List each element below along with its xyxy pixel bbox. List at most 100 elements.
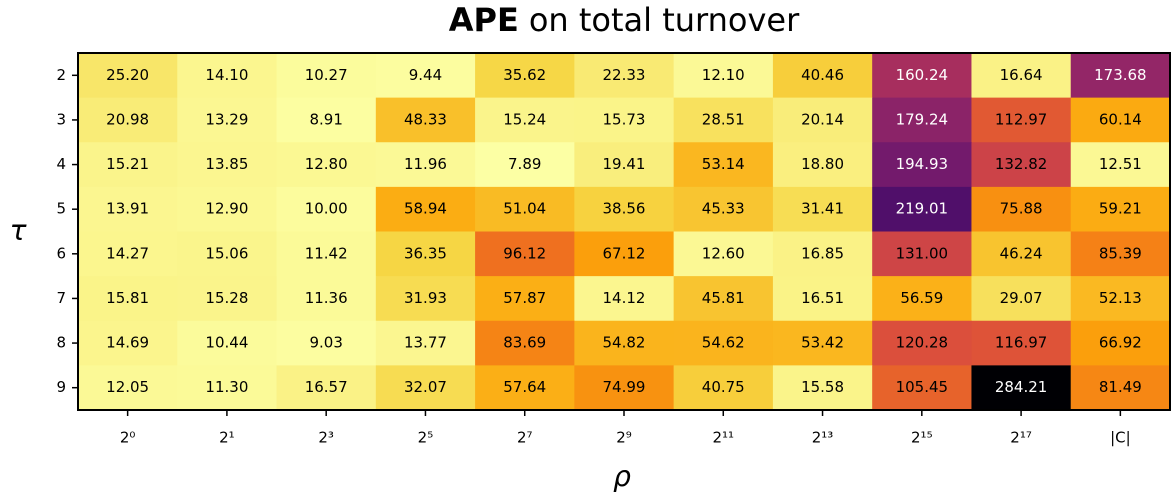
heatmap-cell: [475, 276, 575, 322]
x-tick-label: 2⁹: [616, 429, 632, 447]
cell-label: 45.81: [702, 289, 745, 307]
heatmap-cell: [375, 186, 476, 232]
heatmap-cell: [971, 53, 1072, 99]
heatmap-cell: [78, 276, 178, 322]
heatmap-cell: [971, 97, 1072, 143]
x-tick-label: 2¹⁷: [1010, 429, 1032, 447]
cell-label: 16.57: [305, 378, 348, 396]
heatmap-cell: [177, 276, 278, 322]
cell-label: 18.80: [801, 155, 844, 173]
cell-label: 31.41: [801, 200, 844, 218]
heatmap-cell: [177, 97, 278, 143]
heatmap-cell: [78, 97, 178, 143]
heatmap-cell: [375, 142, 476, 188]
heatmap-cell: [872, 142, 972, 188]
heatmap-cell: [276, 142, 377, 188]
cell-label: 12.80: [305, 155, 348, 173]
cell-label: 9.03: [309, 334, 342, 352]
cell-label: 16.51: [801, 289, 844, 307]
cell-label: 160.24: [896, 66, 949, 84]
cell-label: 11.30: [205, 378, 248, 396]
heatmap-cell: [375, 276, 476, 322]
heatmap-cell: [971, 365, 1072, 411]
heatmap-cell: [574, 276, 675, 322]
cell-label: 16.85: [801, 244, 844, 262]
cell-label: 40.75: [702, 378, 745, 396]
cell-label: 116.97: [995, 334, 1048, 352]
cell-label: 58.94: [404, 200, 447, 218]
cell-label: 31.93: [404, 289, 447, 307]
heatmap-cell: [177, 320, 278, 366]
heatmap-cell: [673, 276, 774, 322]
heatmap-cell: [1070, 231, 1171, 277]
cell-label: 105.45: [896, 378, 949, 396]
cell-label: 7.89: [508, 155, 541, 173]
cell-label: 12.05: [106, 378, 149, 396]
heatmap-cell: [375, 231, 476, 277]
cell-label: 10.00: [305, 200, 348, 218]
x-axis-label: ρ: [613, 460, 631, 493]
heatmap-cell: [375, 53, 476, 99]
cell-label: 67.12: [603, 244, 646, 262]
heatmap-cell: [872, 365, 972, 411]
title-bold: APE: [449, 1, 519, 39]
cell-label: 15.28: [205, 289, 248, 307]
heatmap-cell: [772, 365, 873, 411]
heatmap-cell: [78, 142, 178, 188]
cell-label: 13.91: [106, 200, 149, 218]
heatmap-cell: [971, 231, 1072, 277]
cell-label: 131.00: [896, 244, 949, 262]
y-tick-label: 9: [56, 378, 66, 396]
y-axis-label: τ: [10, 214, 27, 247]
heatmap-cell: [1070, 142, 1171, 188]
heatmap-cell: [177, 53, 278, 99]
cell-label: 14.69: [106, 334, 149, 352]
cell-label: 194.93: [896, 155, 949, 173]
cell-label: 96.12: [503, 244, 546, 262]
heatmap-cell: [772, 276, 873, 322]
cell-label: 219.01: [896, 200, 949, 218]
cell-label: 14.10: [205, 66, 248, 84]
cell-label: 22.33: [603, 66, 646, 84]
heatmap-cell: [78, 53, 178, 99]
x-tick-label: 2¹¹: [712, 429, 734, 447]
heatmap-cell: [475, 186, 575, 232]
x-tick-label: |C|: [1110, 429, 1131, 447]
heatmap-cell: [78, 365, 178, 411]
heatmap-cell: [574, 97, 675, 143]
cell-label: 66.92: [1099, 334, 1142, 352]
cell-label: 14.12: [603, 289, 646, 307]
heatmap-cell: [872, 320, 972, 366]
cell-label: 56.59: [900, 289, 943, 307]
cell-label: 83.69: [503, 334, 546, 352]
heatmap-cell: [276, 97, 377, 143]
cell-label: 40.46: [801, 66, 844, 84]
heatmap-cell: [1070, 97, 1171, 143]
chart-title: APE on total turnover: [449, 1, 800, 39]
cell-label: 12.10: [702, 66, 745, 84]
heatmap-cell: [971, 320, 1072, 366]
heatmap-cell: [1070, 186, 1171, 232]
cell-label: 15.58: [801, 378, 844, 396]
cell-label: 13.85: [205, 155, 248, 173]
heatmap-cell: [673, 365, 774, 411]
cell-label: 38.56: [603, 200, 646, 218]
cell-label: 11.36: [305, 289, 348, 307]
y-tick-label: 6: [56, 244, 66, 262]
heatmap-cell: [475, 53, 575, 99]
y-tick-label: 8: [56, 334, 66, 352]
cell-label: 45.33: [702, 200, 745, 218]
cell-label: 20.14: [801, 110, 844, 128]
cell-label: 15.73: [603, 110, 646, 128]
cell-label: 10.44: [205, 334, 248, 352]
cell-label: 13.29: [205, 110, 248, 128]
cell-label: 54.82: [603, 334, 646, 352]
heatmap-cell: [276, 231, 377, 277]
heatmap-cell: [177, 231, 278, 277]
heatmap-cell: [177, 186, 278, 232]
cell-label: 20.98: [106, 110, 149, 128]
heatmap-cell: [872, 231, 972, 277]
y-tick-label: 2: [56, 66, 66, 84]
heatmap-cell: [78, 320, 178, 366]
